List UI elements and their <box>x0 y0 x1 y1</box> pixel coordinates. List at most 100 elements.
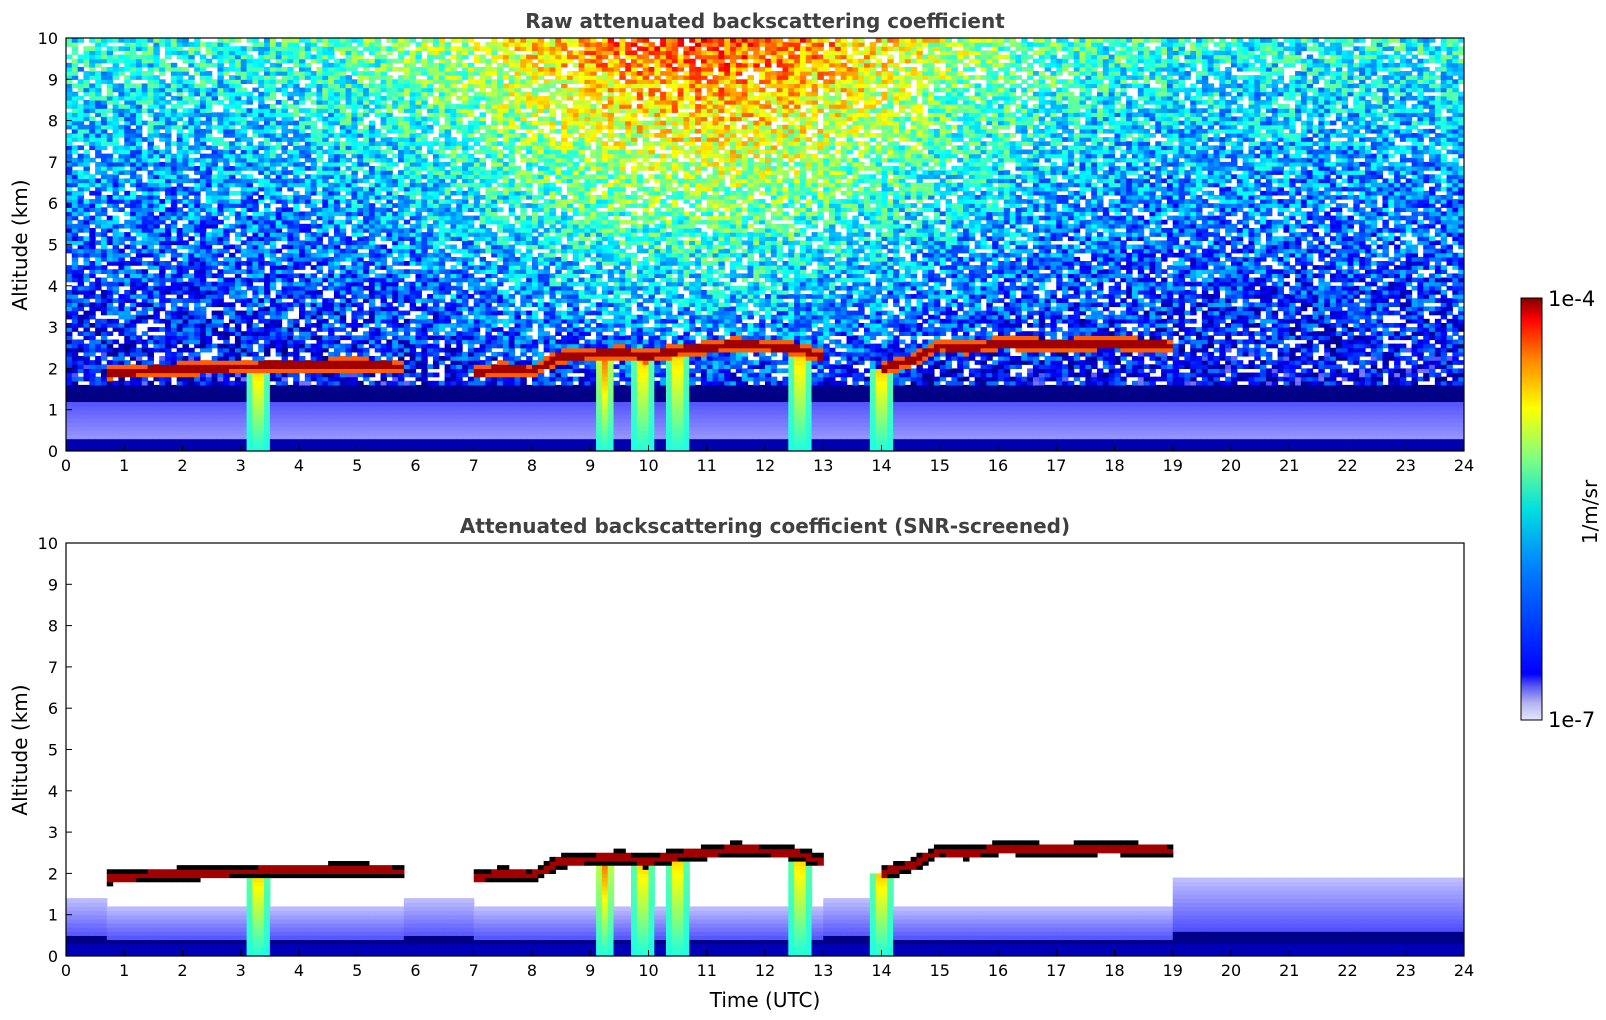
heatmap-cell <box>398 174 405 180</box>
heatmap-cell <box>234 141 242 146</box>
heatmap-cell <box>299 75 306 80</box>
heatmap-cell <box>281 244 288 250</box>
heatmap-cell <box>182 339 189 345</box>
heatmap-cell <box>293 409 300 415</box>
heatmap-cell <box>182 166 189 171</box>
heatmap-cell <box>328 389 335 394</box>
heatmap-cell <box>211 50 219 56</box>
heatmap-cell <box>100 310 108 316</box>
heatmap-cell <box>351 66 358 72</box>
heatmap-cell <box>304 112 312 118</box>
heatmap-cell <box>234 351 242 357</box>
heatmap-cell <box>351 240 358 246</box>
heatmap-cell <box>304 95 312 101</box>
heatmap-cell <box>199 87 207 93</box>
heatmap-cell <box>141 194 149 200</box>
heatmap-cell <box>398 273 405 279</box>
heatmap-cell <box>368 79 376 85</box>
heatmap-cell <box>234 430 242 436</box>
heatmap-cell <box>77 273 85 279</box>
heatmap-cell <box>339 141 347 146</box>
heatmap-cell <box>386 120 393 126</box>
heatmap-cell <box>77 203 85 208</box>
heatmap-cell <box>386 91 393 97</box>
heatmap-cell <box>229 223 236 229</box>
heatmap-cell <box>130 83 137 89</box>
heatmap-cell <box>287 149 294 155</box>
heatmap-cell <box>188 186 195 192</box>
heatmap-cell <box>281 265 288 270</box>
heatmap-cell <box>333 71 341 76</box>
heatmap-cell <box>246 269 253 275</box>
heatmap-cell <box>304 302 312 308</box>
heatmap-cell <box>223 91 230 97</box>
heatmap-cell <box>345 281 353 287</box>
heatmap-cell <box>293 182 300 188</box>
heatmap-cell <box>328 215 335 221</box>
heatmap-cell <box>386 285 393 291</box>
heatmap-cell <box>252 112 259 118</box>
heatmap-cell <box>275 62 283 68</box>
heatmap-cell <box>368 236 376 241</box>
heatmap-cell <box>199 232 207 237</box>
heatmap-cell <box>351 166 358 171</box>
heatmap-cell <box>252 128 259 134</box>
heatmap-cell <box>258 157 265 163</box>
heatmap-cell <box>339 223 347 229</box>
heatmap-cell <box>339 389 347 394</box>
heatmap-cell <box>223 277 230 283</box>
heatmap-cell <box>211 62 219 68</box>
heatmap-cell <box>229 54 236 60</box>
heatmap-cell <box>124 232 131 237</box>
heatmap-cell <box>71 161 79 167</box>
heatmap-cell <box>328 434 335 440</box>
heatmap-cell <box>234 422 242 427</box>
heatmap-cell <box>287 244 294 250</box>
heatmap-cell <box>83 248 90 254</box>
heatmap-cell <box>118 306 125 312</box>
heatmap-cell <box>246 252 253 258</box>
heatmap-cell <box>153 95 160 101</box>
heatmap-cell <box>240 393 248 398</box>
heatmap-cell <box>234 310 242 316</box>
heatmap-cell <box>124 132 131 138</box>
heatmap-cell <box>223 124 230 130</box>
heatmap-cell <box>176 368 184 374</box>
heatmap-cell <box>66 66 73 72</box>
heatmap-cell <box>77 186 85 192</box>
heatmap-cell <box>234 62 242 68</box>
heatmap-cell <box>199 318 207 324</box>
heatmap-cell <box>304 401 312 407</box>
heatmap-cell <box>141 306 149 312</box>
heatmap-cell <box>281 124 288 130</box>
heatmap-cell <box>211 54 219 60</box>
heatmap-cell <box>363 318 370 324</box>
heatmap-cell <box>147 236 154 241</box>
heatmap-cell <box>194 149 201 155</box>
heatmap-cell <box>299 62 306 68</box>
heatmap-cell <box>351 397 358 403</box>
heatmap-cell <box>112 384 120 390</box>
heatmap-cell <box>124 108 131 113</box>
heatmap-cell <box>205 409 213 415</box>
heatmap-cell <box>293 87 300 93</box>
heatmap-cell <box>205 405 213 411</box>
heatmap-cell <box>316 211 323 217</box>
heatmap-cell <box>188 120 195 126</box>
heatmap-cell <box>100 294 108 299</box>
heatmap-cell <box>304 141 312 146</box>
heatmap-cell <box>130 351 137 357</box>
heatmap-cell <box>264 58 271 64</box>
heatmap-cell <box>106 108 114 113</box>
heatmap-cell <box>368 356 376 361</box>
heatmap-cell <box>211 422 219 427</box>
heatmap-cell <box>211 42 219 47</box>
heatmap-cell <box>141 248 149 254</box>
heatmap-cell <box>374 384 382 390</box>
heatmap-cell <box>357 380 364 386</box>
heatmap-cell <box>316 351 323 357</box>
heatmap-cell <box>176 335 184 341</box>
heatmap-cell <box>83 99 90 105</box>
heatmap-cell <box>351 182 358 188</box>
heatmap-cell <box>135 116 143 122</box>
